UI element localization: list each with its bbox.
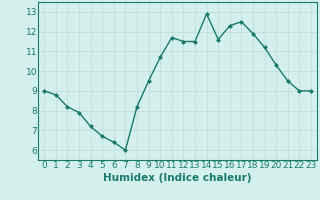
- X-axis label: Humidex (Indice chaleur): Humidex (Indice chaleur): [103, 173, 252, 183]
